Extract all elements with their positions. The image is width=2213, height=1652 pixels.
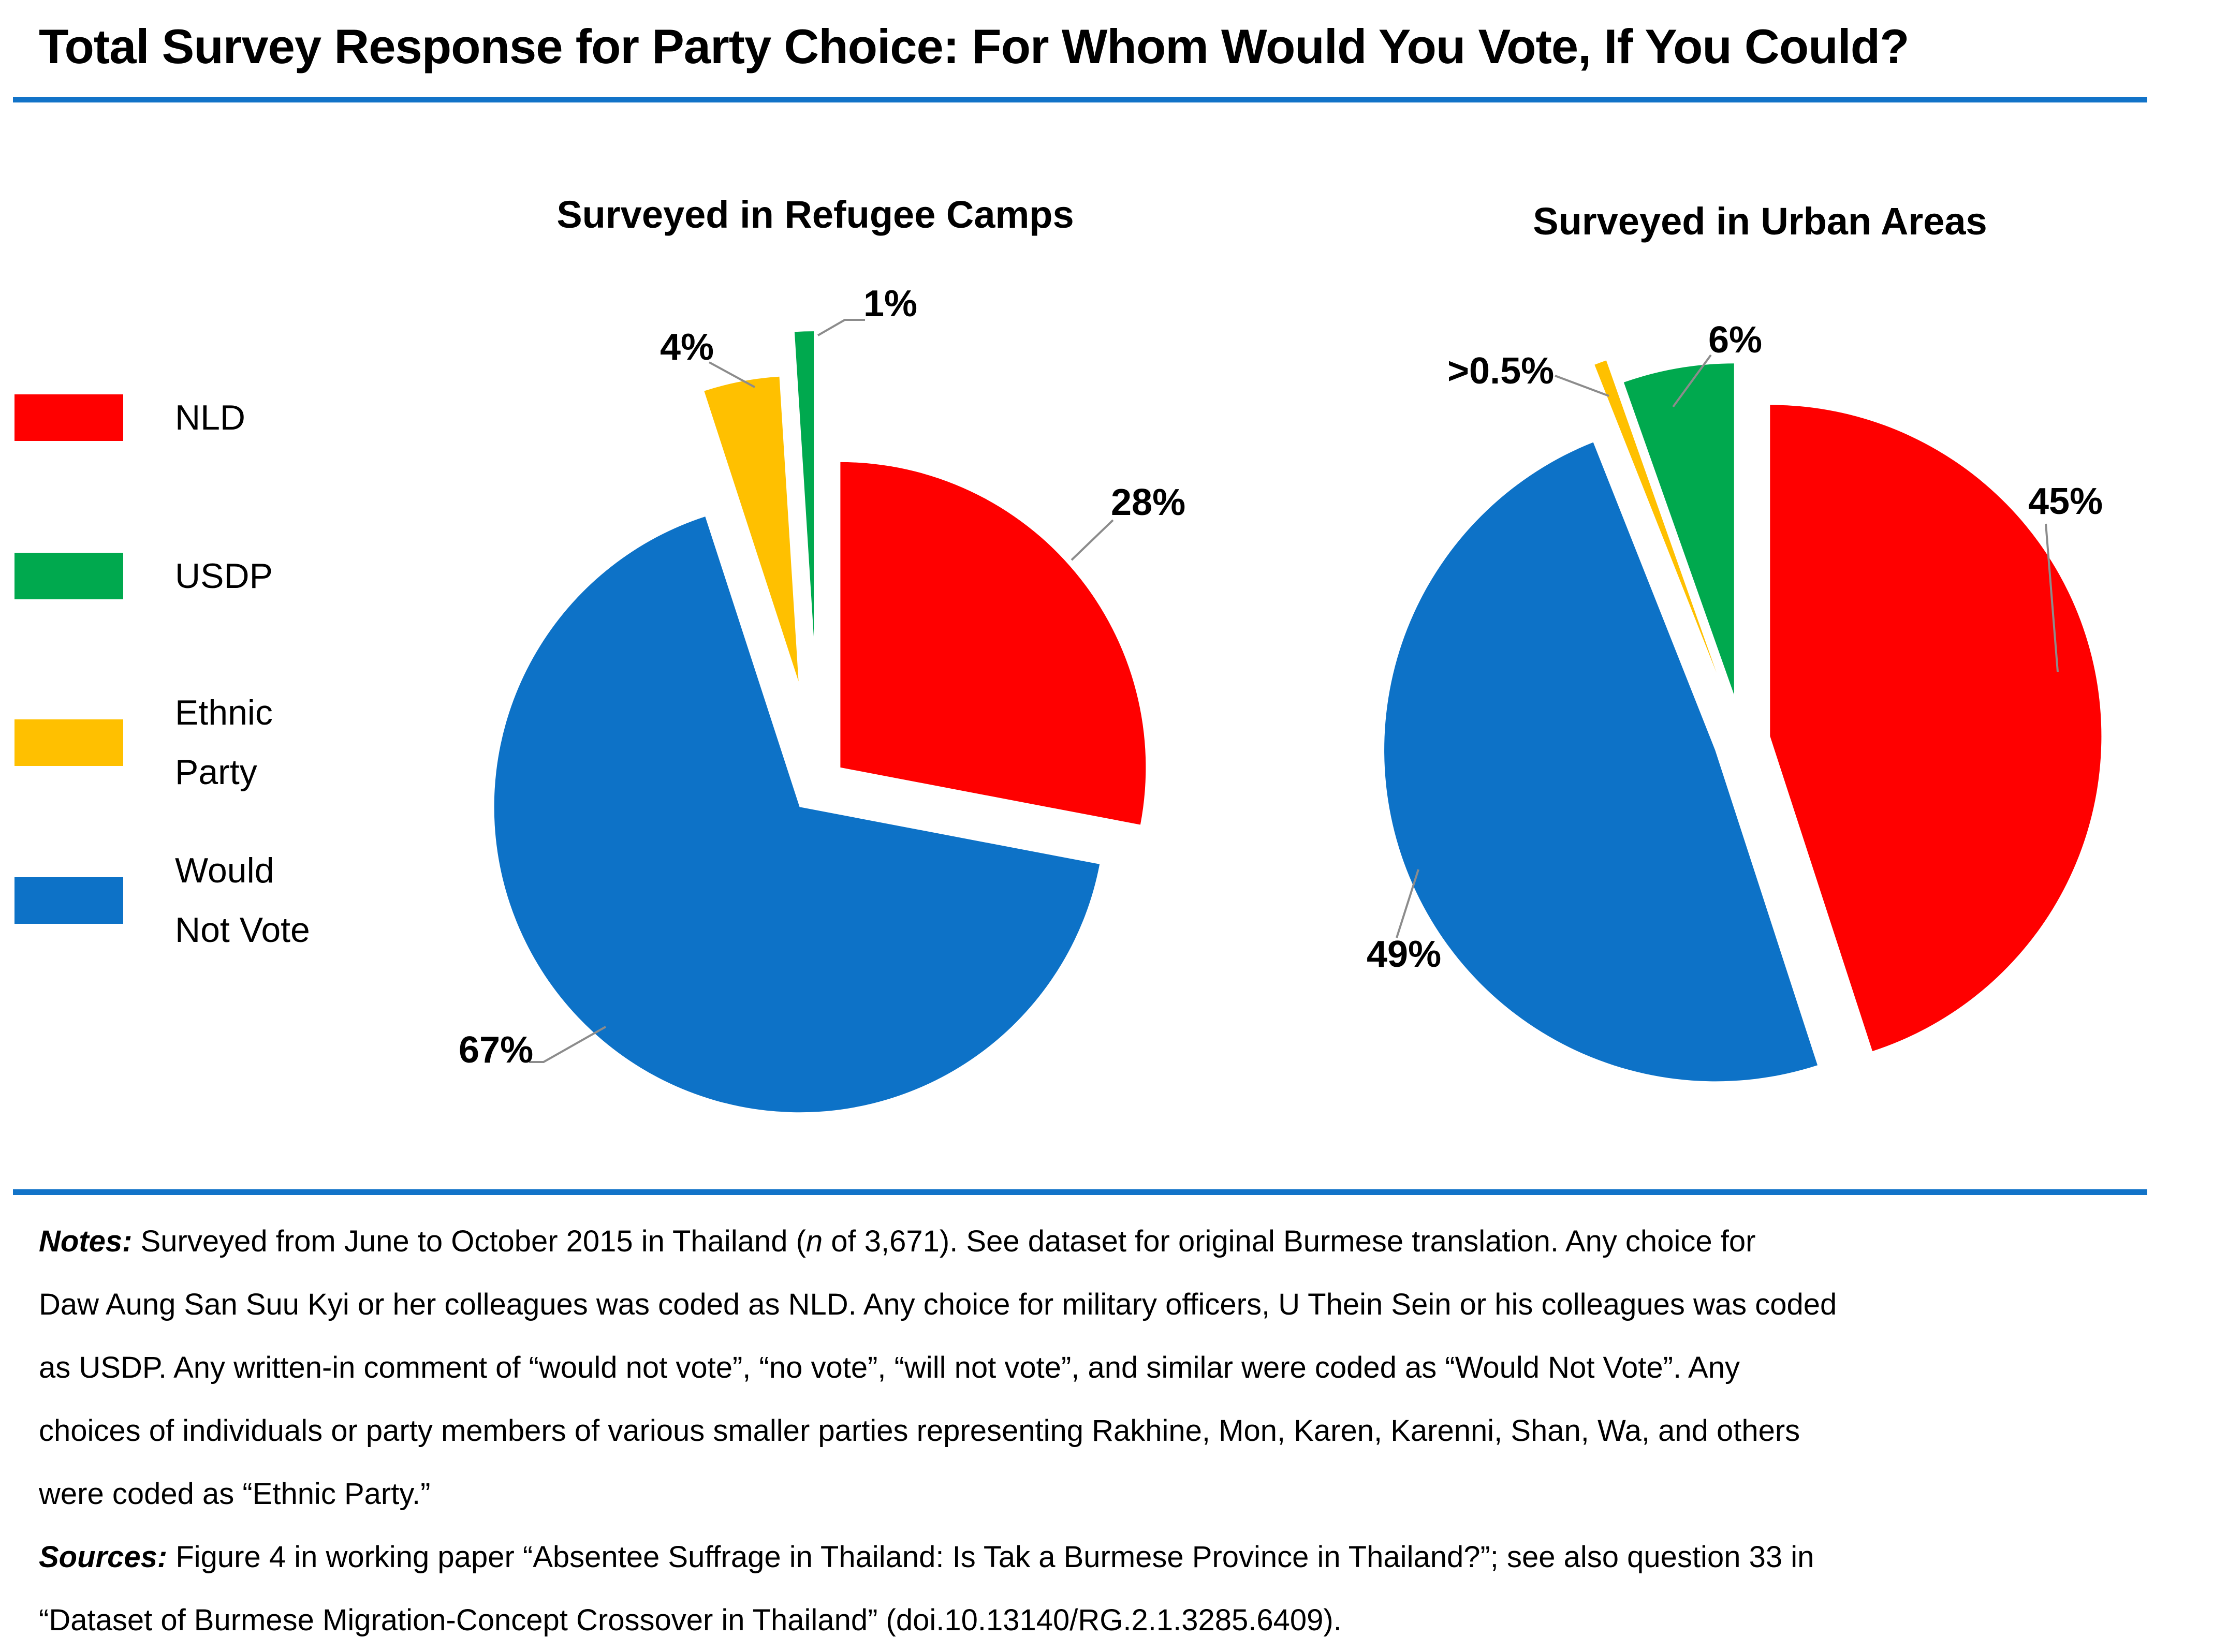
legend-label-ethnic-party: Ethnic Party <box>175 693 273 792</box>
pie-0-label-nld: 28% <box>1111 482 1186 523</box>
pie-0-title: Surveyed in Refugee Camps <box>556 193 1074 236</box>
pie-1-slice-nld <box>1770 405 2102 1052</box>
pie-1-slice-ethnic-party <box>1594 360 1717 673</box>
pie-1-label-usdp: 6% <box>1708 319 1763 361</box>
pie-0-label-usdp: 1% <box>863 283 918 325</box>
pie-0-leader-3 <box>817 319 865 336</box>
legend-swatch-nld <box>14 394 123 441</box>
notes-label: Notes: <box>39 1225 133 1258</box>
sources-line-1: Sources: Figure 4 in working paper “Abse… <box>39 1540 1814 1574</box>
pie-urban-areas <box>1384 354 2102 1082</box>
notes-block: Notes: Surveyed from June to October 201… <box>39 1210 1837 1652</box>
pie-1-leader-3 <box>1672 354 1712 408</box>
legend-swatch-would-not-vote <box>14 877 123 924</box>
legend-label-nld: NLD <box>175 398 246 437</box>
pie-0-label-ethnic-party: 4% <box>660 327 714 368</box>
notes-line-2: Daw Aung San Suu Kyi or her colleagues w… <box>39 1288 1837 1321</box>
pie-refugee-camps <box>494 319 1146 1113</box>
pie-0-leader-1 <box>529 1026 606 1063</box>
legend-label-would-not-vote: Would Not Vote <box>175 851 310 950</box>
pie-1-slice-would-not-vote <box>1384 442 1818 1082</box>
notes-line-1: Notes: Surveyed from June to October 201… <box>39 1225 1756 1258</box>
pie-1-label-ethnic-party: >0.5% <box>1447 350 1555 392</box>
pie-1-slice-usdp <box>1623 363 1734 695</box>
pie-1-leader-0 <box>2045 523 2059 672</box>
legend-label-usdp: USDP <box>175 556 273 596</box>
pie-0-slice-usdp <box>794 331 814 637</box>
notes-line-3: as USDP. Any written-in comment of “woul… <box>39 1351 1740 1384</box>
pie-1-label-nld: 45% <box>2028 481 2103 522</box>
top-rule <box>13 97 2147 102</box>
legend-swatch-usdp <box>14 553 123 599</box>
pie-1-leader-1 <box>1396 869 1419 938</box>
legend-swatch-ethnic-party <box>14 719 123 766</box>
pie-0-leader-0 <box>1071 519 1114 561</box>
notes-line-4: choices of individuals or party members … <box>39 1414 1800 1448</box>
figure-title: Total Survey Response for Party Choice: … <box>39 19 1910 73</box>
pie-0-slice-would-not-vote <box>494 517 1100 1113</box>
notes-line-5: were coded as “Ethnic Party.” <box>39 1477 431 1511</box>
bottom-rule <box>13 1189 2147 1195</box>
pie-0-slice-ethnic-party <box>704 376 799 682</box>
pie-0-label-would-not-vote: 67% <box>459 1029 534 1071</box>
pie-1-label-would-not-vote: 49% <box>1367 934 1442 975</box>
pie-0-leader-2 <box>709 361 755 388</box>
pie-1-leader-2 <box>1555 375 1609 397</box>
pie-1-title: Surveyed in Urban Areas <box>1533 200 1987 243</box>
sources-label: Sources: <box>39 1540 168 1574</box>
pie-0-slice-nld <box>840 462 1146 825</box>
sources-line-2: “Dataset of Burmese Migration-Concept Cr… <box>39 1603 1342 1637</box>
